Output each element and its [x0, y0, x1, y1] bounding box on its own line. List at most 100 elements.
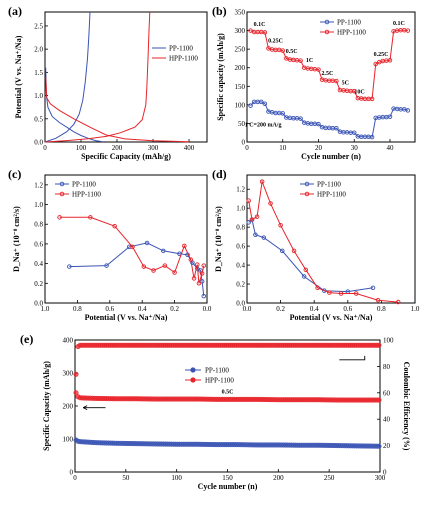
x-tick-label: 200 [273, 474, 284, 482]
x-tick-label: 100 [76, 144, 87, 152]
legend-marker [190, 377, 196, 383]
series-HPP-1100-point [162, 263, 168, 268]
x-tick-label: 250 [324, 474, 335, 482]
series-HPP-1100-point [315, 285, 320, 291]
y-tick-label: 0 [70, 469, 74, 477]
legend-label: PP-1100 [337, 19, 361, 27]
plot-frame [44, 174, 208, 304]
series-PP-1100-point [280, 111, 285, 116]
x-tick-label: 1.0 [41, 305, 50, 313]
y-tick-label: 0.0 [236, 300, 245, 308]
annotation: 10C [354, 90, 364, 96]
legend-label: PP-1100 [205, 367, 229, 375]
x-tick-label: 0.6 [343, 305, 352, 313]
series-PP-1100-point [376, 443, 382, 449]
x-axis-label: Potential (V vs. Na⁺/Na) [290, 313, 373, 322]
series-HPP-1100-point [199, 271, 205, 276]
y-tick-label: 300 [63, 370, 74, 378]
x-tick-label: 300 [148, 144, 159, 152]
series-PP-1100-line [45, 67, 103, 143]
y-tick-label: 100 [63, 436, 74, 444]
y-tick-label: 0.2 [34, 280, 43, 288]
series-HPP-1100-point [327, 290, 332, 295]
y-tick-label: 0.6 [34, 240, 43, 248]
y-axis-label: D_Na⁺ (10⁻⁸ cm²/s) [12, 206, 21, 272]
x-tick-label: 0 [73, 474, 77, 482]
x-axis-label: Cycle number (n) [198, 482, 258, 491]
series-HPP-1100-point [353, 291, 359, 296]
series-HPP-1100-point [316, 67, 321, 72]
series-HPP-1100-point [278, 223, 283, 228]
legend-marker [324, 29, 330, 35]
series-HPP-1100-point [248, 28, 253, 33]
legend-marker [190, 367, 196, 373]
x-tick-label: 0.8 [73, 305, 82, 313]
series-PP-1100-point [246, 220, 251, 225]
y-axis-label: Specific capacity (mAh/g) [216, 33, 225, 121]
panel-b: 0 10 20 30 40 0 50 100 150 200 250 300 350 Cycle numb… [212, 4, 416, 161]
x-tick-label: 0.0 [203, 305, 212, 313]
x-tick-label: 0.8 [377, 305, 386, 313]
series-PP-1100-point [261, 235, 267, 240]
y-right-tick-label: 60 [383, 389, 391, 397]
series-PP-1100-point [301, 274, 307, 279]
series-PP-1100-line [44, 11, 91, 143]
panel-letter: (d) [212, 167, 227, 181]
series-PP-1100-point [248, 103, 253, 108]
series-HPP-1100-point [291, 248, 297, 254]
legend-marker [59, 191, 65, 197]
series-HPP-1100-point [375, 297, 381, 303]
plot-frame [246, 11, 416, 143]
y-tick-label: 0.4 [34, 260, 43, 268]
x-tick-label: 200 [112, 144, 123, 152]
y-tick-label: 2.5 [34, 22, 43, 30]
series-HPP-1100-point [376, 342, 382, 348]
left-axis-arrow [82, 405, 106, 411]
panel-d: 0.0 0.2 0.4 0.6 0.8 1.0 0.0 0.2 0.4 0.6 0.8 1.0 1.2 P… [212, 167, 420, 322]
series-PP-1100-point [280, 248, 285, 254]
series-HPP-1100-point [351, 88, 357, 94]
series-PP-1100-line [250, 101, 409, 138]
legend-marker [324, 19, 330, 25]
y-right-tick-label: 40 [383, 416, 391, 424]
legend-label: HPP-1100 [337, 29, 366, 37]
series-PP-1100-point [67, 264, 72, 269]
y-tick-label: 0.2 [236, 281, 245, 289]
annotation: 1C [306, 58, 313, 64]
x-tick-label: 150 [222, 474, 233, 482]
series-PP-1100-point [201, 293, 207, 299]
series-HPP-1100-line [250, 29, 408, 100]
series-HPP-1100-point [405, 28, 411, 33]
y-tick-label: 0.4 [236, 262, 245, 270]
legend-label: HPP-1100 [169, 55, 198, 63]
x-tick-label: 0.6 [105, 305, 114, 313]
y-right-tick-label: 80 [383, 363, 391, 371]
y-tick-label: 0.5 [34, 115, 43, 123]
plot-frame [246, 174, 416, 304]
series-HPP-1100-point [259, 179, 265, 184]
series-HPP-1100-point [201, 263, 207, 268]
series-PP-1100-point [387, 114, 393, 119]
annotation: 2.5C [322, 71, 334, 77]
x-tick-label: 100 [171, 474, 182, 482]
series-HPP-1100-point [395, 299, 401, 305]
y-tick-label: 0.8 [236, 224, 245, 232]
y-axis-label: D_Na⁺ (10⁻⁸ cm²/s) [214, 206, 223, 272]
series-HPP-1100-point [172, 270, 177, 275]
annotation: 1 C=200 mA/g [245, 122, 282, 128]
y-tick-label: 250 [235, 46, 246, 54]
x-tick-label: 30 [351, 144, 359, 152]
series-PP-1100-point [199, 279, 205, 284]
panel-letter: (a) [8, 4, 22, 18]
series-HPP-1100-point [188, 257, 194, 262]
x-tick-label: 0.4 [138, 305, 147, 313]
x-tick-label: 0 [245, 144, 249, 152]
series-PP-1100-point [405, 108, 411, 113]
x-tick-label: 300 [375, 474, 386, 482]
legend-label: HPP-1100 [72, 191, 101, 199]
series-PP-1100-point [144, 240, 150, 246]
panel-letter: (b) [212, 4, 227, 18]
legend-marker [304, 181, 310, 187]
legend-label: HPP-1100 [205, 377, 234, 385]
x-axis-label: Potential (V vs. Na⁺/Na) [85, 313, 168, 322]
